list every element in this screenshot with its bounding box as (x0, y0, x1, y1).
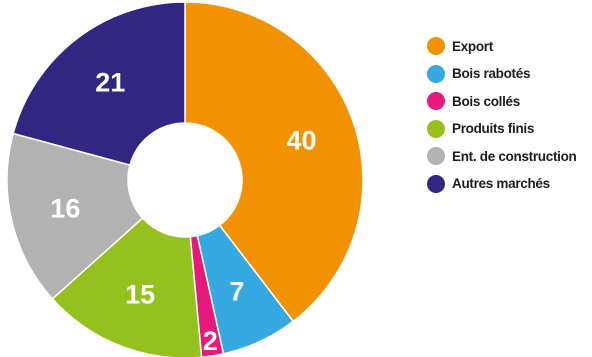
legend-label: Bois collés (452, 93, 520, 109)
donut-slices (6, 1, 364, 357)
legend-label: Export (452, 38, 493, 54)
slice-autres-marches (12, 1, 186, 167)
slice-ent-de-construction (6, 132, 144, 300)
legend-item-bois-rabotes: Bois rabotés (427, 62, 577, 86)
legend-item-autres-marches: Autres marchés (427, 172, 577, 196)
legend-swatch (427, 92, 445, 110)
slice-value-ent-de-construction: 16 (50, 193, 80, 223)
legend-label: Ent. de construction (452, 148, 577, 164)
legend-label: Produits finis (452, 121, 535, 136)
legend-label: Bois rabotés (452, 66, 531, 81)
legend-swatch (427, 174, 445, 193)
slice-value-export: 40 (286, 126, 316, 156)
donut-value-labels: 40 72 15 16 21 (50, 67, 316, 356)
slice-value-bois-rabotes: 7 (229, 277, 244, 307)
slice-export (184, 1, 364, 323)
legend-item-bois-colles: Bois collés (427, 89, 577, 113)
legend-swatch (427, 37, 445, 55)
slice-value-bois-colles: 2 (203, 326, 218, 356)
legend-swatch (427, 147, 445, 165)
legend-item-export: Export (427, 34, 577, 58)
slice-value-produits-finis: 15 (125, 280, 155, 310)
legend-swatch (427, 119, 445, 138)
legend-item-produits-finis: Produits finis (427, 117, 577, 141)
legend-label: Autres marchés (452, 176, 550, 191)
legend-swatch (427, 64, 445, 83)
slice-value-autres-marches: 21 (95, 67, 125, 97)
legend-item-ent-de-construction: Ent. de construction (427, 144, 577, 168)
chart-legend: Export Bois rabotés Bois collés Produits fi… (427, 34, 577, 199)
slice-produits-finis (51, 216, 203, 357)
